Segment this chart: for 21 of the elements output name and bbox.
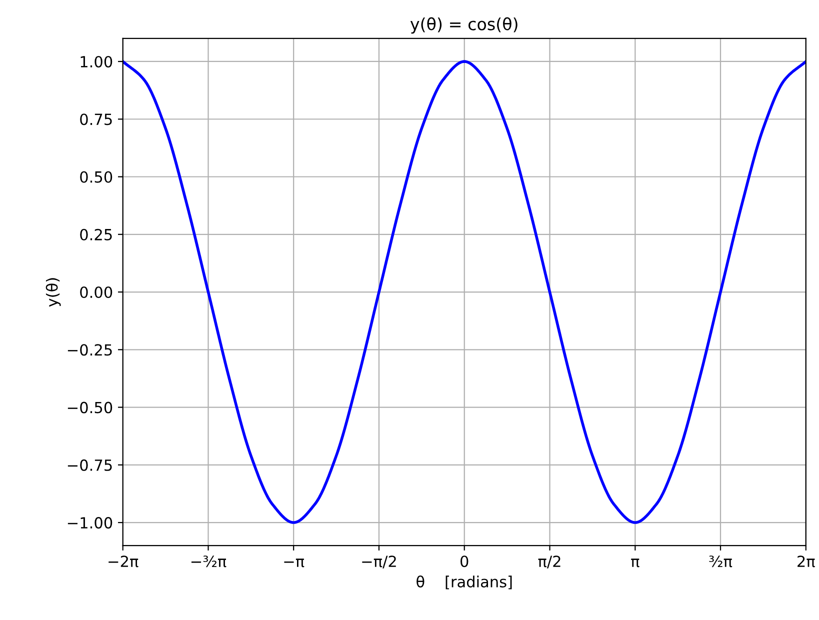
x-tick-label: −π xyxy=(284,558,304,568)
y-tick-label: −0.50 xyxy=(68,402,112,414)
y-tick-label: −0.25 xyxy=(68,344,112,356)
x-tick-label: π xyxy=(631,558,640,568)
x-tick-label: π/2 xyxy=(538,556,560,568)
x-axis-title: θ [radians] xyxy=(416,576,512,590)
x-tick-label: ³⁄₂π xyxy=(709,556,732,568)
y-tick-label: 0.00 xyxy=(80,286,112,298)
y-tick-label: 0.75 xyxy=(80,114,112,126)
y-tick-label: −1.00 xyxy=(68,517,112,529)
y-tick-label: 1.00 xyxy=(80,56,112,68)
x-tick-label: 2π xyxy=(798,556,815,568)
y-tick-label: 0.25 xyxy=(80,228,112,240)
x-tick-label: 0 xyxy=(460,556,468,568)
x-tick-label: −³⁄₂π xyxy=(191,556,226,568)
y-tick-label: 0.50 xyxy=(80,171,112,183)
y-tick-label: −0.75 xyxy=(68,459,112,471)
x-tick-label: −π/2 xyxy=(362,556,396,568)
chart-title: y(θ) = cos(θ) xyxy=(410,17,518,34)
x-tick-label: −2π xyxy=(108,556,138,568)
y-axis-title: y(θ) xyxy=(46,278,61,307)
